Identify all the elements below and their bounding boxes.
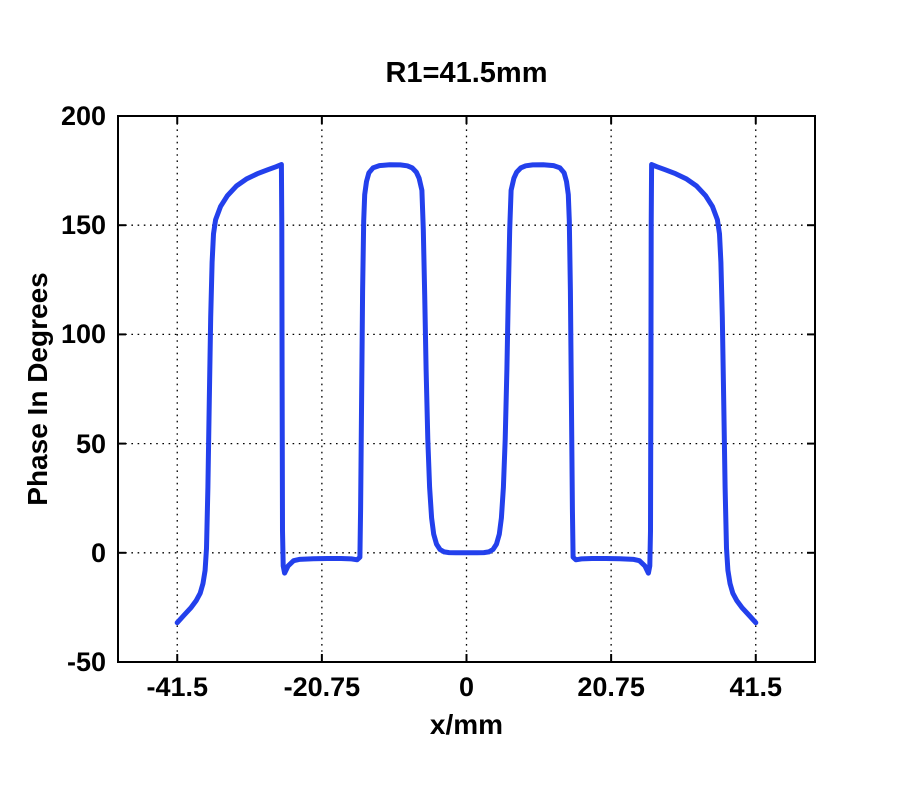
y-tick-label: 150 bbox=[60, 210, 106, 241]
x-tick-label: -41.5 bbox=[146, 672, 208, 702]
y-tick-label: -50 bbox=[66, 647, 106, 677]
phase-curve bbox=[174, 162, 759, 626]
y-tick-label: 50 bbox=[75, 428, 106, 459]
y-tick-label: 0 bbox=[90, 537, 106, 568]
x-tick-label: 0 bbox=[458, 672, 475, 702]
y-tick-label: 200 bbox=[60, 101, 106, 131]
x-tick-label: 20.75 bbox=[577, 672, 645, 702]
x-axis-label: x/mm bbox=[429, 709, 504, 740]
axes-box bbox=[117, 115, 816, 663]
x-tick-label: -20.75 bbox=[283, 672, 361, 702]
chart-title: R1=41.5mm bbox=[385, 57, 548, 89]
y-tick-label: 100 bbox=[60, 319, 106, 350]
y-axis-label-text: Phase In Degrees bbox=[22, 272, 53, 506]
x-tick-label: 41.5 bbox=[729, 672, 783, 702]
